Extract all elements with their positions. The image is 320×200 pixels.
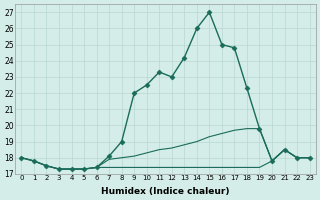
X-axis label: Humidex (Indice chaleur): Humidex (Indice chaleur) bbox=[101, 187, 230, 196]
